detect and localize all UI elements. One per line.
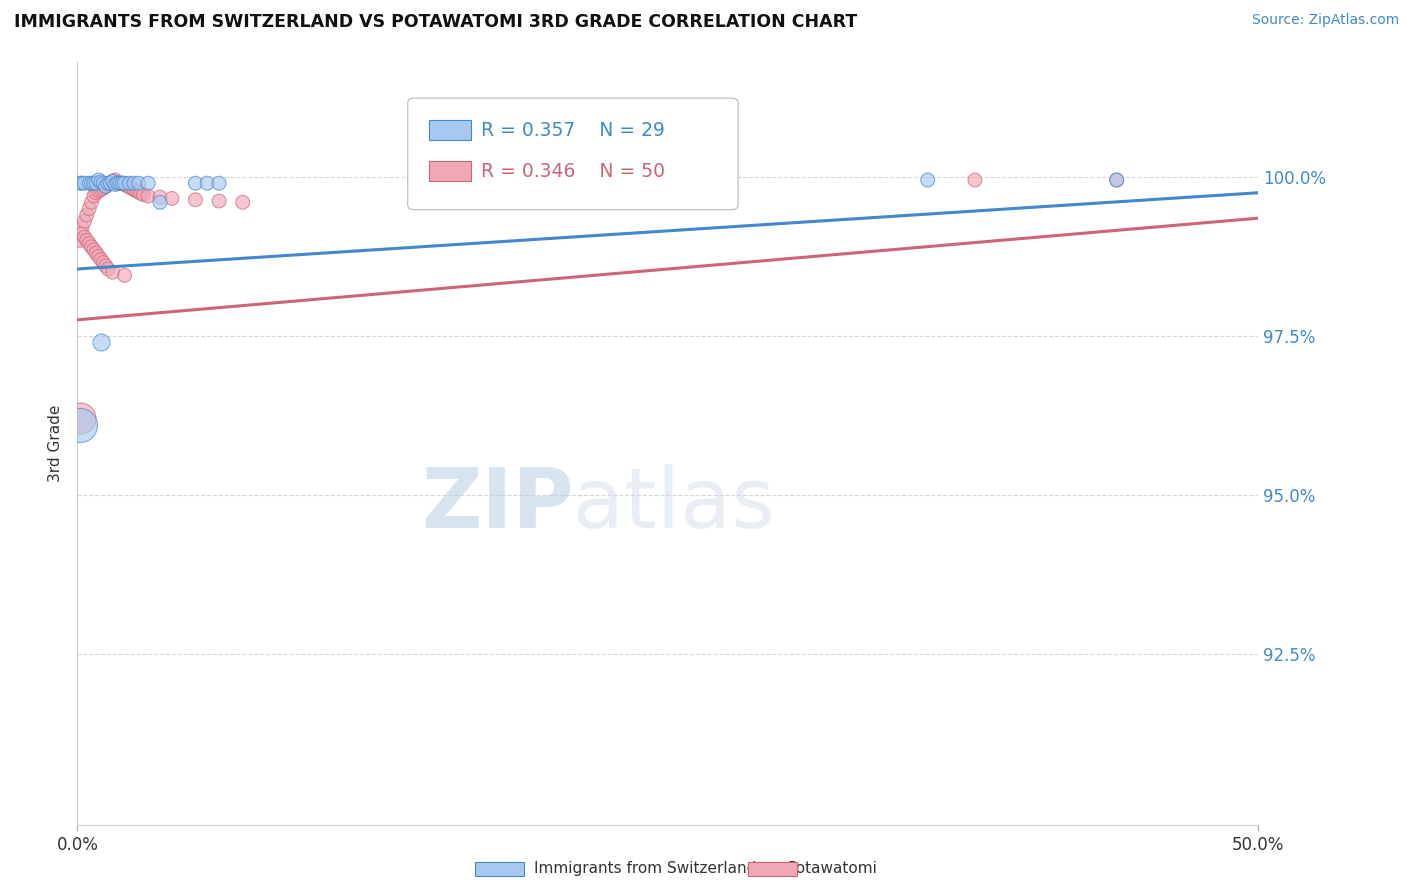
- Point: [963, 173, 986, 187]
- Point: [90, 183, 112, 197]
- Point: [94, 179, 117, 194]
- Text: R = 0.357    N = 29: R = 0.357 N = 29: [481, 120, 665, 140]
- Point: [77, 176, 100, 190]
- Point: [101, 174, 124, 188]
- Point: [100, 176, 122, 190]
- Point: [77, 236, 100, 251]
- Point: [184, 193, 207, 207]
- Point: [80, 176, 103, 190]
- Point: [91, 181, 114, 195]
- Point: [80, 195, 103, 210]
- Point: [90, 252, 112, 267]
- Point: [70, 176, 93, 190]
- Point: [101, 174, 124, 188]
- Point: [87, 173, 110, 187]
- Point: [97, 178, 120, 192]
- Text: Immigrants from Switzerland: Immigrants from Switzerland: [534, 862, 756, 876]
- Point: [111, 176, 134, 190]
- Point: [77, 202, 100, 216]
- Point: [97, 262, 120, 277]
- Text: ZIP: ZIP: [420, 464, 574, 545]
- Point: [1105, 173, 1128, 187]
- Point: [125, 184, 148, 198]
- Point: [107, 176, 129, 190]
- Point: [917, 173, 939, 187]
- Text: R = 0.346    N = 50: R = 0.346 N = 50: [481, 161, 665, 181]
- Point: [232, 195, 254, 210]
- Point: [73, 176, 96, 190]
- Point: [73, 230, 96, 244]
- Point: [84, 246, 107, 260]
- Point: [104, 178, 127, 192]
- Point: [83, 243, 105, 257]
- Point: [80, 240, 103, 254]
- Point: [184, 176, 207, 190]
- Point: [108, 176, 131, 190]
- Point: [84, 186, 107, 200]
- Point: [94, 259, 117, 273]
- Point: [136, 176, 159, 190]
- Point: [91, 176, 114, 190]
- Point: [104, 173, 127, 187]
- Point: [76, 208, 98, 222]
- Point: [83, 176, 105, 190]
- Text: Potawatomi: Potawatomi: [787, 862, 877, 876]
- Point: [91, 255, 114, 269]
- Point: [111, 176, 134, 190]
- Point: [128, 185, 150, 199]
- Point: [69, 417, 91, 432]
- Point: [70, 227, 93, 241]
- Point: [69, 176, 91, 190]
- Point: [70, 220, 93, 235]
- Point: [121, 181, 143, 195]
- Point: [90, 175, 112, 189]
- Point: [100, 176, 122, 190]
- Point: [160, 191, 183, 205]
- Point: [208, 176, 231, 190]
- Y-axis label: 3rd Grade: 3rd Grade: [48, 405, 63, 483]
- Text: IMMIGRANTS FROM SWITZERLAND VS POTAWATOMI 3RD GRADE CORRELATION CHART: IMMIGRANTS FROM SWITZERLAND VS POTAWATOM…: [14, 13, 858, 31]
- Point: [114, 178, 136, 192]
- Point: [83, 189, 105, 203]
- Point: [118, 180, 141, 194]
- Point: [122, 183, 145, 197]
- Point: [84, 176, 107, 190]
- Point: [107, 176, 129, 190]
- Point: [87, 184, 110, 198]
- Point: [208, 194, 231, 208]
- Point: [97, 176, 120, 190]
- Point: [118, 176, 141, 190]
- Text: Source: ZipAtlas.com: Source: ZipAtlas.com: [1251, 13, 1399, 28]
- Point: [69, 411, 91, 425]
- Point: [114, 268, 136, 283]
- Point: [128, 176, 150, 190]
- Point: [115, 178, 138, 193]
- Point: [108, 176, 131, 190]
- Text: atlas: atlas: [574, 464, 775, 545]
- Point: [101, 265, 124, 279]
- Point: [87, 249, 110, 263]
- Point: [149, 195, 172, 210]
- Point: [114, 176, 136, 190]
- Point: [129, 186, 152, 201]
- Point: [76, 234, 98, 248]
- Point: [73, 214, 96, 228]
- Point: [90, 335, 112, 350]
- Point: [122, 176, 145, 190]
- Point: [94, 179, 117, 194]
- Point: [195, 176, 218, 190]
- Point: [149, 190, 172, 204]
- Point: [132, 187, 155, 202]
- Point: [69, 234, 91, 248]
- Point: [136, 189, 159, 203]
- Point: [1105, 173, 1128, 187]
